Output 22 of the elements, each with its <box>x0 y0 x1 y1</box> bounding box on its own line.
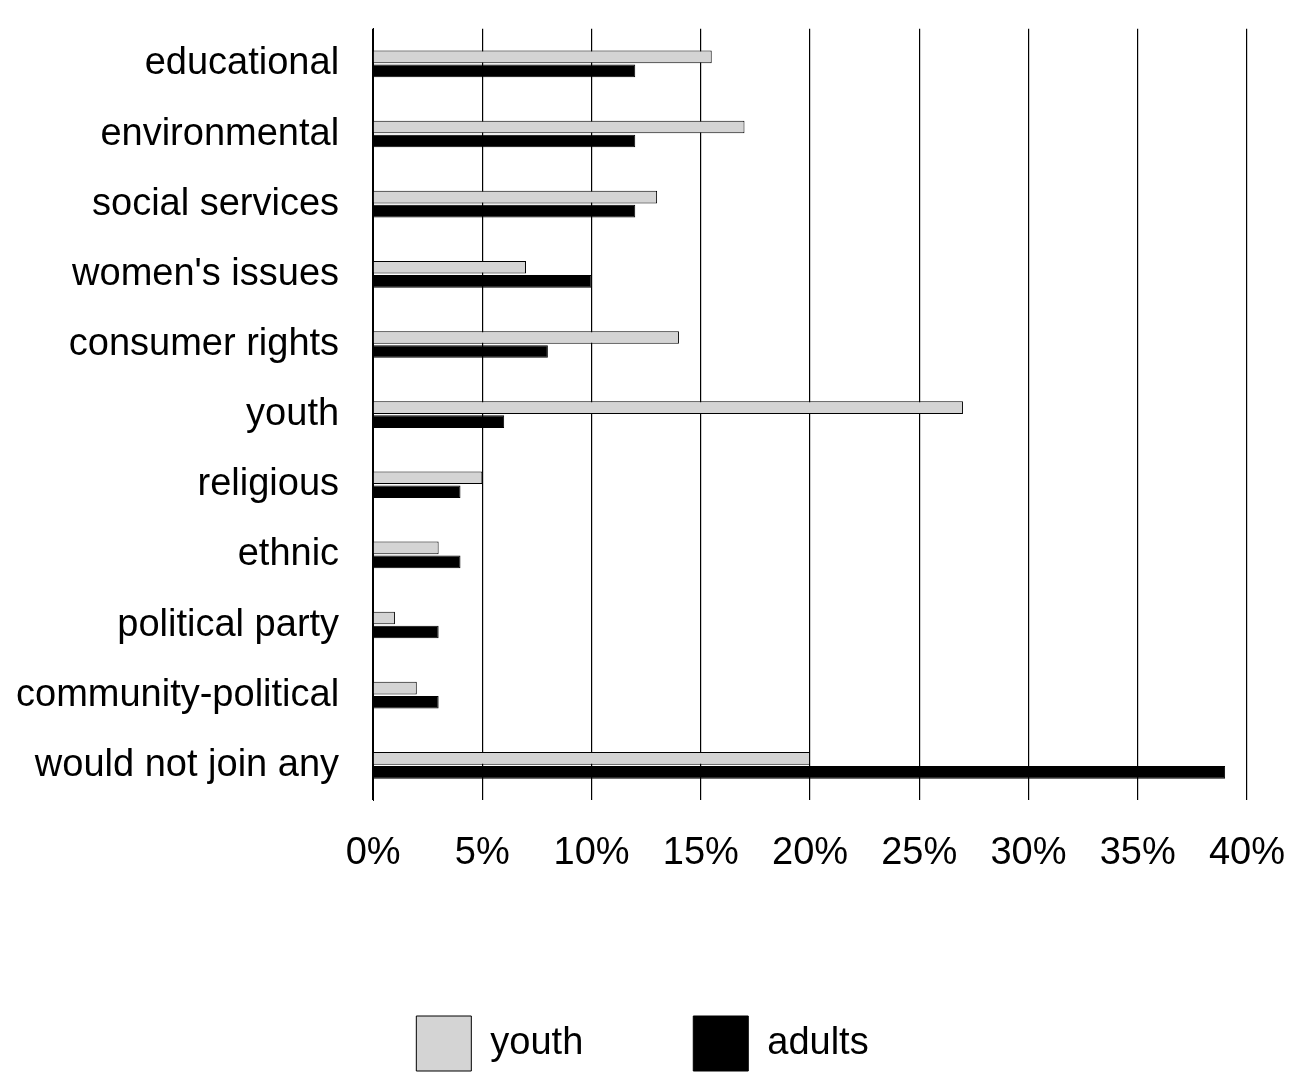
x-tick-label: 0% <box>345 829 401 872</box>
x-tick-label: 5% <box>454 829 510 872</box>
x-tick-label: 40% <box>1208 829 1285 872</box>
legend-label: youth <box>490 1019 584 1062</box>
x-tick-label: 10% <box>553 829 630 872</box>
x-tick-label: 15% <box>662 829 739 872</box>
y-tick-label: women's issues <box>71 250 340 293</box>
y-tick-label: political party <box>117 601 340 644</box>
y-tick-label: educational <box>144 40 340 83</box>
legend-label: adults <box>767 1019 869 1062</box>
y-tick-label: ethnic <box>237 531 340 574</box>
y-tick-label: youth <box>246 391 340 434</box>
y-tick-label: social services <box>92 180 340 223</box>
y-tick-label: would not join any <box>33 741 340 784</box>
x-tick-label: 35% <box>1099 829 1176 872</box>
y-tick-label: religious <box>197 461 340 504</box>
y-tick-label: consumer rights <box>68 320 340 363</box>
x-tick-label: 30% <box>990 829 1067 872</box>
y-tick-label: environmental <box>100 110 340 153</box>
y-tick-label: community-political <box>16 671 340 714</box>
x-tick-label: 20% <box>772 829 849 872</box>
x-tick-label: 25% <box>881 829 958 872</box>
